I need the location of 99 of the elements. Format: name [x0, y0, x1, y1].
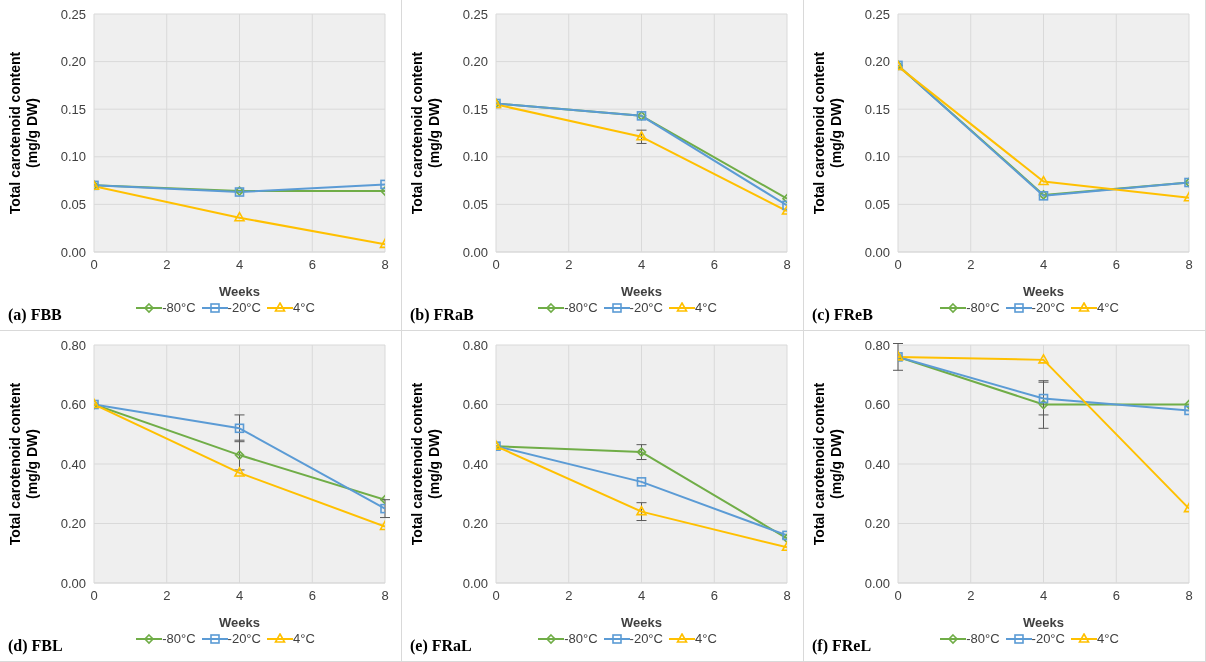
x-tick-label: 6 — [308, 257, 316, 273]
legend-label: 4°C — [1096, 631, 1119, 646]
y-tick-label: 0.20 — [864, 54, 890, 70]
y-tick-label: 0.20 — [462, 516, 488, 532]
x-tick-label: 2 — [565, 257, 573, 273]
legend-label: 4°C — [694, 631, 717, 646]
x-tick-label: 8 — [783, 588, 791, 604]
legend-label: -20°C — [629, 300, 663, 315]
x-axis-title: Weeks — [1023, 615, 1064, 630]
y-axis-title: Total carotenoid content (mg/g DW) — [811, 51, 844, 215]
legend-label: 4°C — [1096, 300, 1119, 315]
x-tick-label: 6 — [1112, 257, 1120, 273]
legend-label: -80°C — [966, 300, 1000, 315]
y-tick-label: 0.25 — [462, 6, 488, 22]
x-tick-label: 2 — [163, 257, 171, 273]
x-tick-label: 0 — [492, 588, 500, 604]
y-tick-label: 0.20 — [864, 516, 890, 532]
x-tick-label: 8 — [381, 588, 389, 604]
x-tick-label: 6 — [710, 588, 718, 604]
x-tick-label: 0 — [90, 257, 98, 273]
legend-label: -80°C — [162, 631, 196, 646]
x-tick-label: 4 — [1039, 588, 1048, 604]
text: (a) FBB — [8, 306, 62, 324]
x-axis-title: Weeks — [1023, 284, 1064, 299]
legend-label: -80°C — [966, 631, 1000, 646]
y-tick-label: 0.00 — [462, 575, 488, 591]
text: (b) FRaB — [410, 306, 474, 324]
text: (e) FRaL — [410, 637, 472, 655]
y-tick-label: 0.10 — [462, 149, 488, 165]
legend-label: -20°C — [227, 300, 261, 315]
x-axis-title: Weeks — [621, 284, 662, 299]
x-tick-label: 8 — [783, 257, 791, 273]
legend-label: -20°C — [1031, 631, 1065, 646]
text: (d) FBL — [8, 637, 63, 655]
y-tick-label: 0.10 — [864, 149, 890, 165]
y-tick-label: 0.60 — [462, 397, 488, 413]
y-tick-label: 0.05 — [60, 197, 86, 213]
legend-label: -20°C — [629, 631, 663, 646]
x-tick-label: 2 — [565, 588, 573, 604]
y-tick-label: 0.00 — [60, 244, 86, 260]
x-tick-label: 2 — [967, 588, 975, 604]
y-tick-label: 0.80 — [462, 337, 488, 353]
x-tick-label: 4 — [637, 588, 646, 604]
y-axis-title: Total carotenoid content (mg/g DW) — [7, 51, 40, 215]
x-tick-label: 4 — [235, 257, 244, 273]
y-tick-label: 0.20 — [60, 54, 86, 70]
x-tick-label: 8 — [1185, 588, 1193, 604]
y-tick-label: 0.00 — [864, 244, 890, 260]
y-tick-label: 0.15 — [864, 101, 890, 117]
y-tick-label: 0.40 — [864, 456, 890, 472]
text: (c) FReB — [812, 306, 873, 324]
x-tick-label: 4 — [1039, 257, 1048, 273]
y-tick-label: 0.00 — [462, 244, 488, 260]
y-tick-label: 0.00 — [864, 575, 890, 591]
y-tick-label: 0.15 — [60, 101, 86, 117]
x-tick-label: 0 — [894, 257, 902, 273]
x-axis-title: Weeks — [621, 615, 662, 630]
x-axis-title: Weeks — [219, 284, 260, 299]
legend-label: -80°C — [564, 631, 598, 646]
x-tick-label: 4 — [235, 588, 244, 604]
x-tick-label: 6 — [710, 257, 718, 273]
y-tick-label: 0.40 — [60, 456, 86, 472]
legend-label: 4°C — [292, 631, 315, 646]
y-tick-label: 0.80 — [864, 337, 890, 353]
legend-label: -80°C — [162, 300, 196, 315]
x-tick-label: 8 — [1185, 257, 1193, 273]
y-tick-label: 0.10 — [60, 149, 86, 165]
y-axis-title: Total carotenoid content (mg/g DW) — [409, 51, 442, 215]
legend-label: 4°C — [694, 300, 717, 315]
y-tick-label: 0.00 — [60, 575, 86, 591]
x-axis-title: Weeks — [219, 615, 260, 630]
y-tick-label: 0.60 — [60, 397, 86, 413]
x-tick-label: 2 — [967, 257, 975, 273]
legend-label: 4°C — [292, 300, 315, 315]
y-tick-label: 0.20 — [462, 54, 488, 70]
y-tick-label: 0.40 — [462, 456, 488, 472]
y-tick-label: 0.15 — [462, 101, 488, 117]
legend-label: -80°C — [564, 300, 598, 315]
y-tick-label: 0.25 — [60, 6, 86, 22]
x-tick-label: 6 — [308, 588, 316, 604]
y-tick-label: 0.25 — [864, 6, 890, 22]
y-tick-label: 0.60 — [864, 397, 890, 413]
x-tick-label: 6 — [1112, 588, 1120, 604]
x-tick-label: 8 — [381, 257, 389, 273]
x-tick-label: 2 — [163, 588, 171, 604]
legend-label: -20°C — [1031, 300, 1065, 315]
y-tick-label: 0.80 — [60, 337, 86, 353]
x-tick-label: 0 — [894, 588, 902, 604]
x-tick-label: 0 — [492, 257, 500, 273]
x-tick-label: 4 — [637, 257, 646, 273]
y-axis-title: Total carotenoid content (mg/g DW) — [811, 382, 844, 546]
y-tick-label: 0.20 — [60, 516, 86, 532]
legend-label: -20°C — [227, 631, 261, 646]
text: (f) FReL — [812, 637, 872, 655]
y-axis-title: Total carotenoid content (mg/g DW) — [409, 382, 442, 546]
y-axis-title: Total carotenoid content (mg/g DW) — [7, 382, 40, 546]
y-tick-label: 0.05 — [864, 197, 890, 213]
y-tick-label: 0.05 — [462, 197, 488, 213]
x-tick-label: 0 — [90, 588, 98, 604]
